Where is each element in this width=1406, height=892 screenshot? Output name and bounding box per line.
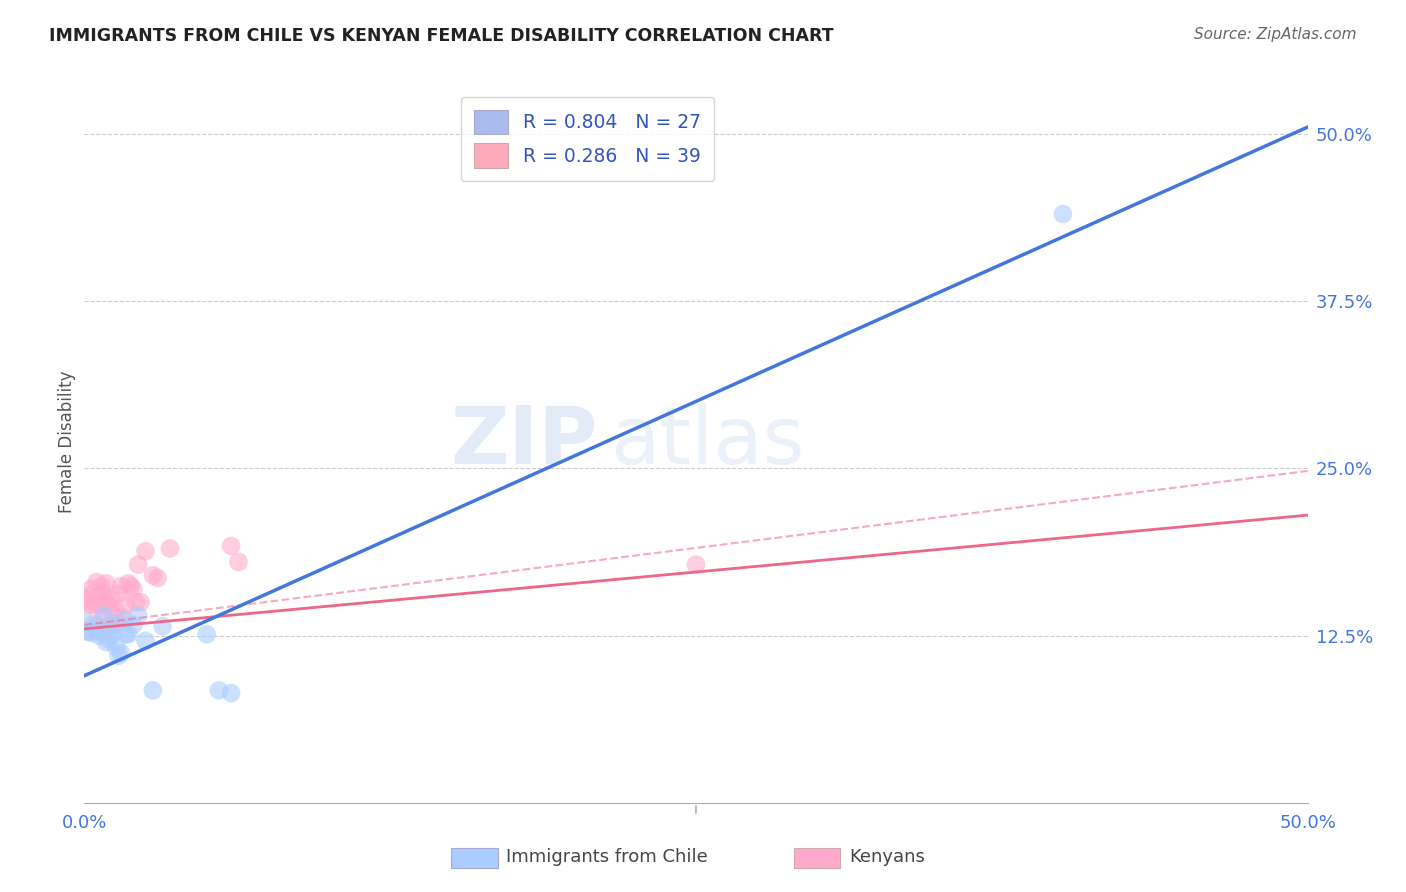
Point <box>76 624 98 639</box>
Point <box>100 592 122 607</box>
Point <box>110 646 132 660</box>
Point <box>117 576 139 591</box>
Y-axis label: Female Disability: Female Disability <box>58 370 76 513</box>
Point <box>129 595 152 609</box>
Point <box>86 598 108 612</box>
Point <box>122 617 145 632</box>
Point <box>83 622 105 636</box>
Legend: R = 0.804   N = 27, R = 0.286   N = 39: R = 0.804 N = 27, R = 0.286 N = 39 <box>461 97 714 181</box>
Point <box>80 582 103 596</box>
Point <box>685 558 707 572</box>
Point <box>105 605 128 619</box>
Text: Source: ZipAtlas.com: Source: ZipAtlas.com <box>1194 27 1357 42</box>
Point <box>97 598 120 612</box>
Point <box>107 648 129 663</box>
Point <box>127 558 149 572</box>
Point <box>93 608 115 623</box>
Point <box>107 587 129 601</box>
Text: atlas: atlas <box>610 402 804 481</box>
Point <box>77 624 100 639</box>
Point <box>120 579 142 593</box>
Point <box>76 592 98 607</box>
Point <box>97 619 120 633</box>
Point <box>90 624 112 639</box>
Point <box>152 619 174 633</box>
Point <box>97 632 120 647</box>
Point <box>142 568 165 582</box>
Point <box>142 683 165 698</box>
Point <box>103 617 125 632</box>
Point <box>90 598 112 612</box>
Point <box>122 582 145 596</box>
Point <box>83 616 105 631</box>
Point <box>80 598 103 612</box>
Point <box>195 627 218 641</box>
Point <box>125 595 148 609</box>
Point <box>86 619 108 633</box>
Point <box>146 571 169 585</box>
FancyBboxPatch shape <box>451 847 498 868</box>
Text: Immigrants from Chile: Immigrants from Chile <box>506 848 709 866</box>
Point <box>80 626 103 640</box>
Point <box>87 589 110 603</box>
Point <box>228 555 250 569</box>
Point <box>100 627 122 641</box>
Point <box>93 587 115 601</box>
Point <box>93 608 115 623</box>
Point <box>76 615 98 630</box>
Point <box>77 598 100 612</box>
Point <box>135 544 157 558</box>
Point <box>96 635 118 649</box>
Text: Kenyans: Kenyans <box>849 848 925 866</box>
Point <box>96 576 118 591</box>
Point <box>110 579 132 593</box>
FancyBboxPatch shape <box>794 847 841 868</box>
Point <box>112 611 135 625</box>
Point <box>115 598 138 612</box>
Point <box>115 627 138 641</box>
Point <box>219 686 242 700</box>
Point <box>77 589 100 603</box>
Point <box>103 608 125 623</box>
Text: IMMIGRANTS FROM CHILE VS KENYAN FEMALE DISABILITY CORRELATION CHART: IMMIGRANTS FROM CHILE VS KENYAN FEMALE D… <box>49 27 834 45</box>
Point <box>1052 207 1074 221</box>
Point <box>87 628 110 642</box>
Point <box>96 595 118 609</box>
Point <box>219 539 242 553</box>
Point <box>127 608 149 623</box>
Point <box>90 579 112 593</box>
Point <box>159 541 181 556</box>
Point <box>135 633 157 648</box>
Text: ZIP: ZIP <box>451 402 598 481</box>
Point <box>105 639 128 653</box>
Point <box>117 627 139 641</box>
Point <box>208 683 231 698</box>
Point <box>86 575 108 590</box>
Point <box>112 614 135 628</box>
Point <box>105 616 128 631</box>
